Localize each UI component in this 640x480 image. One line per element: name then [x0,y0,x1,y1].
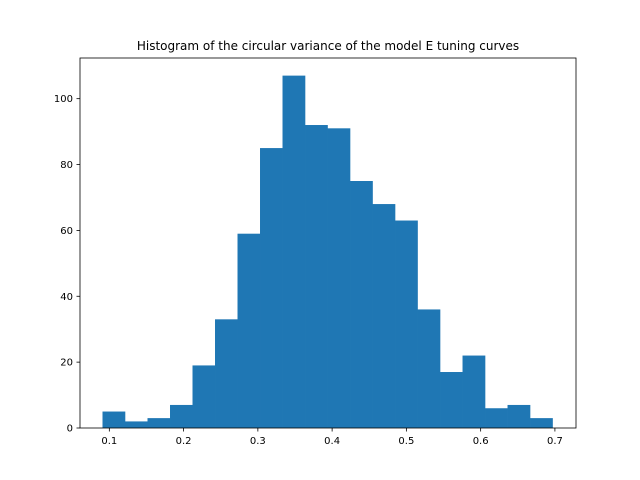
x-tick-label: 0.1 [101,436,117,447]
x-tick-label: 0.4 [324,436,340,447]
y-tick-label: 100 [54,94,73,105]
histogram-bar [530,418,553,428]
histogram-bar [192,365,216,428]
histogram-bar [215,319,238,428]
histogram-bar [102,411,126,428]
histogram-bar [260,148,283,428]
histogram-bar [327,128,351,428]
y-tick-label: 80 [60,160,73,171]
y-axis-ticks: 0 20 40 60 80 100 [54,94,80,435]
x-tick-label: 0.6 [473,436,489,447]
histogram-bar [282,75,306,428]
bars-group [102,75,553,428]
histogram-bar [462,355,486,428]
histogram-bar [372,204,396,428]
x-tick-label: 0.3 [250,436,266,447]
histogram-bar [507,404,531,428]
x-tick-label: 0.2 [176,436,192,447]
histogram-bar [440,372,463,428]
axes-frame [79,57,577,429]
histogram-bar [147,418,171,428]
x-tick-label: 0.7 [547,436,563,447]
histogram-bar [125,421,148,428]
y-tick-label: 0 [67,424,73,435]
x-tick-label: 0.5 [398,436,414,447]
histogram-bar [485,408,508,428]
histogram-bar [305,125,328,428]
y-tick-label: 60 [60,226,73,237]
x-axis-ticks: 0.1 0.2 0.3 0.4 0.5 0.6 0.7 [101,428,563,447]
histogram-bar [350,181,373,428]
histogram-bar [417,309,441,428]
chart-title: Histogram of the circular variance of th… [137,39,519,53]
histogram-bar [395,220,418,428]
histogram-bar [237,233,261,428]
y-tick-label: 40 [60,292,73,303]
y-tick-label: 20 [60,358,73,369]
histogram-bar [170,404,193,428]
